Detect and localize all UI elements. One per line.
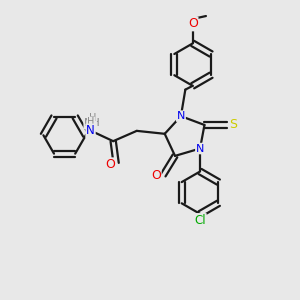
Text: S: S [229, 118, 237, 131]
Text: NH: NH [84, 118, 101, 128]
Text: O: O [188, 17, 198, 31]
Text: H: H [87, 117, 95, 127]
Text: H: H [89, 112, 96, 123]
Text: Cl: Cl [194, 214, 206, 227]
Text: N: N [86, 124, 95, 137]
Text: O: O [151, 169, 161, 182]
Text: O: O [105, 158, 115, 171]
Text: N: N [196, 143, 204, 154]
Text: N: N [177, 111, 185, 121]
